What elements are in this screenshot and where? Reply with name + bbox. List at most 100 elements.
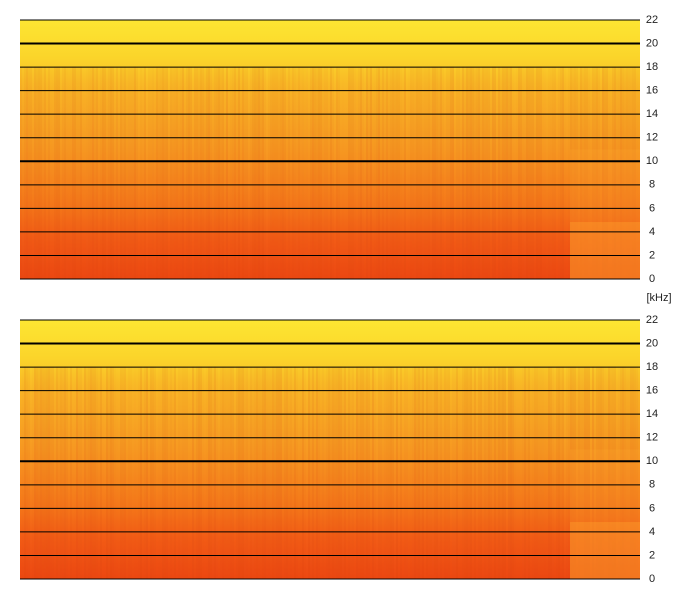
spectrogram-texture [74,66,76,280]
spectrogram-texture [520,367,522,579]
spectrogram-texture [378,66,380,280]
spectrogram-texture [598,366,600,579]
spectrogram-texture [608,366,610,579]
spectrogram-texture [396,366,398,579]
spectrogram-texture [238,366,240,579]
spectrogram-texture [300,66,302,280]
spectrogram-texture [478,366,480,579]
spectrogram-texture [150,67,152,279]
spectrogram-texture [58,66,60,280]
spectrogram-texture [184,67,186,279]
spectrogram-texture [272,66,274,280]
spectrogram-texture [554,367,556,579]
spectrogram-texture [588,66,590,280]
spectrogram-texture [188,66,190,280]
spectrogram-texture [264,366,266,579]
spectrogram-texture [462,366,464,579]
spectrogram-texture [508,366,510,579]
spectrogram-texture [158,66,160,280]
spectrogram-texture [484,366,486,579]
spectrogram-texture [348,366,350,579]
spectrogram-texture [86,66,88,280]
spectrogram-texture [596,66,598,280]
spectrogram-texture [332,366,334,579]
spectrogram-texture [80,366,82,579]
spectrogram-texture [274,366,276,579]
spectrogram-texture [236,366,238,579]
spectrogram-texture [372,366,374,579]
spectrogram-texture [230,67,232,279]
spectrogram-texture [102,367,104,579]
spectrogram-texture [348,66,350,280]
spectrogram-texture [522,366,524,579]
spectrogram-texture [592,66,594,280]
spectrogram-texture [602,366,604,579]
spectrogram-texture [52,366,54,579]
spectrogram-texture [148,66,150,280]
spectrogram-texture [162,66,164,280]
spectrogram-texture [306,66,308,280]
spectrogram-texture [48,366,50,579]
spectrogram-texture [142,367,144,579]
spectrogram-texture [66,366,68,579]
spectrogram-texture [288,66,290,280]
y-tick-label: 16 [646,85,658,97]
spectrogram-texture [572,66,574,280]
spectrogram-texture [480,66,482,280]
spectrogram-texture [336,366,338,579]
spectrogram-texture [388,66,390,280]
spectrogram-texture [584,66,586,280]
spectrogram-texture [108,366,110,579]
spectrogram-texture [470,366,472,579]
spectrogram-texture [204,367,206,579]
spectrogram-texture [372,67,374,279]
spectrogram-texture [436,366,438,579]
y-tick-label: 8 [649,479,655,491]
spectrogram-texture [230,366,232,579]
spectrogram-texture [494,66,496,280]
spectrogram-texture [314,367,316,579]
spectrogram-texture [534,67,536,279]
spectrogram-texture [128,367,130,579]
spectrogram-texture [210,366,212,579]
spectrogram-texture [444,67,446,279]
spectrogram-texture [436,66,438,280]
spectrogram-texture [98,367,100,579]
spectrogram-texture [268,67,270,279]
spectrogram-texture [232,66,234,280]
spectrogram-texture [154,366,156,579]
spectrogram-texture [338,366,340,579]
spectrogram-texture [558,366,560,579]
spectrogram-texture [430,66,432,280]
spectrogram-texture [278,66,280,280]
spectrogram-texture [72,66,74,280]
spectrogram-texture [198,66,200,280]
y-tick-label: 6 [649,502,655,514]
spectrogram-texture [364,67,366,279]
spectrogram-texture [260,366,262,579]
spectrogram-texture [454,67,456,279]
spectrogram-texture [538,366,540,579]
spectrogram-texture [550,66,552,280]
spectrogram-texture [156,66,158,280]
spectrogram-texture [422,66,424,280]
spectrogram-texture [42,66,44,280]
spectrogram-texture [252,366,254,579]
spectrogram-texture [444,366,446,579]
spectrogram-texture [280,66,282,280]
spectrogram-texture [146,67,148,279]
spectrogram-texture [618,366,620,579]
spectrogram-texture [214,66,216,280]
y-tick-label: 10 [646,455,658,467]
spectrogram-texture [352,66,354,280]
spectrogram-texture [366,66,368,280]
spectrogram-texture [356,366,358,579]
spectrogram-texture [546,67,548,279]
spectrogram-texture [294,66,296,280]
spectrogram-texture [454,366,456,579]
spectrogram-texture [612,366,614,579]
spectrogram-texture [344,366,346,579]
spectrogram-texture [240,366,242,579]
spectrogram-texture [168,367,170,579]
spectrogram-texture [320,66,322,280]
